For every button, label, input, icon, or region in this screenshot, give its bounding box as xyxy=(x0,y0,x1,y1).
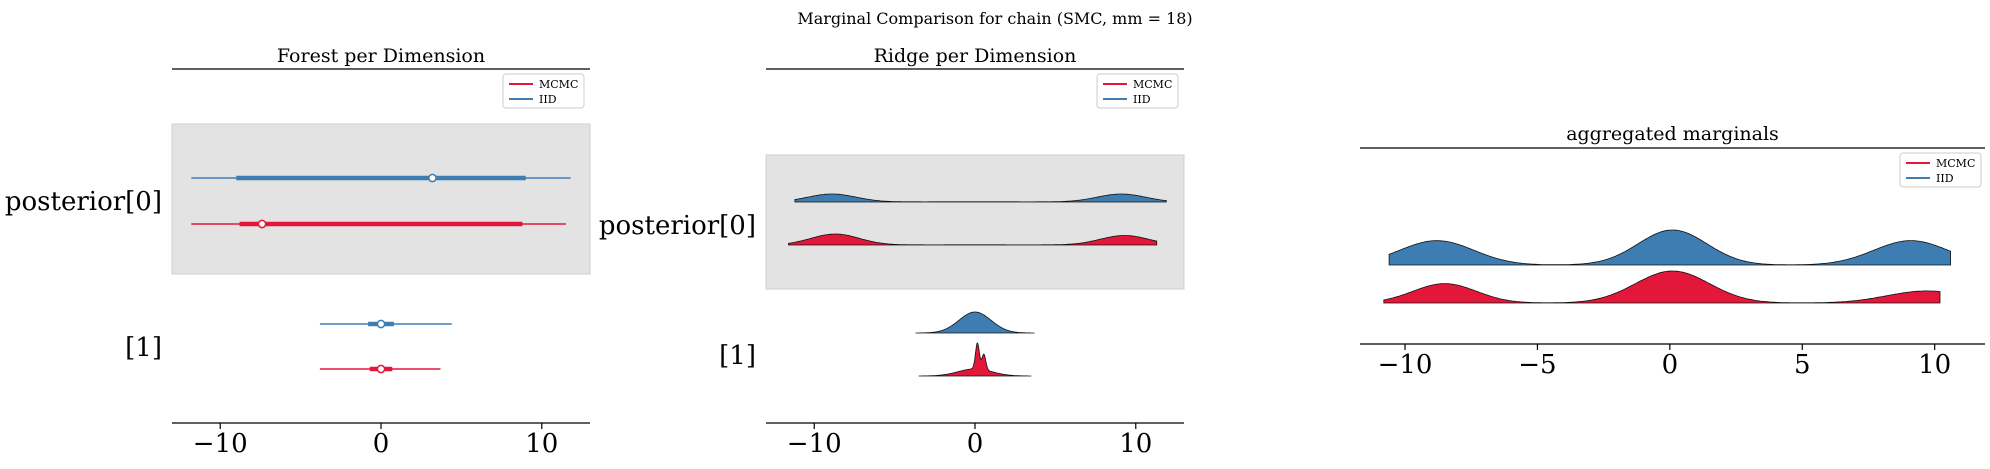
density-ridge xyxy=(918,342,1032,377)
row-label: posterior[0] xyxy=(599,211,756,241)
center-point xyxy=(376,364,386,374)
forest-panel: Forest per Dimension posterior[0] [1] −10 0 1… xyxy=(5,45,591,459)
row-shaded-band xyxy=(765,154,1185,290)
x-tick-label: −10 xyxy=(787,429,842,459)
legend-label: IID xyxy=(1133,93,1151,106)
panel-title: aggregated marginals xyxy=(1566,123,1779,145)
panel-title: Forest per Dimension xyxy=(277,45,485,67)
x-tick-label: 0 xyxy=(967,429,984,459)
x-tick-label: 10 xyxy=(525,429,558,459)
legend-label: MCMC xyxy=(539,78,578,91)
density-ridge xyxy=(1388,229,1951,266)
ridge-panel: Ridge per Dimension posterior[0] [1] −10 0 10… xyxy=(599,45,1185,459)
row-label: [1] xyxy=(719,341,756,371)
aggregated-panel: aggregated marginals −10 −5 0 5 10 MCMC IID xyxy=(1360,123,1985,380)
legend-label: MCMC xyxy=(1133,78,1172,91)
legend: MCMC IID xyxy=(1899,152,1982,188)
center-point xyxy=(428,173,437,183)
density-ridge xyxy=(794,193,1167,203)
density-ridge xyxy=(788,233,1158,246)
x-tick-label: −10 xyxy=(193,429,248,459)
x-tick-label: −5 xyxy=(1518,350,1556,380)
density-ridge xyxy=(1383,270,1941,304)
legend-label: MCMC xyxy=(1936,157,1975,170)
row-label: posterior[0] xyxy=(5,187,162,217)
density-ridge xyxy=(915,311,1035,334)
x-tick-label: 0 xyxy=(1662,350,1679,380)
center-point xyxy=(376,319,386,329)
legend-label: IID xyxy=(1936,172,1954,185)
x-tick-label: 10 xyxy=(1918,350,1951,380)
row-shaded-band xyxy=(171,123,591,275)
center-point xyxy=(257,219,267,229)
legend: MCMC IID xyxy=(502,73,585,109)
panel-title: Ridge per Dimension xyxy=(874,45,1077,67)
x-tick-label: −10 xyxy=(1378,350,1433,380)
legend-label: IID xyxy=(539,93,557,106)
row-label: [1] xyxy=(125,333,162,363)
x-tick-label: 10 xyxy=(1119,429,1152,459)
figure-title: Marginal Comparison for chain (SMC, mm =… xyxy=(797,9,1192,28)
x-tick-label: 5 xyxy=(1794,350,1811,380)
x-tick-label: 0 xyxy=(373,429,390,459)
legend: MCMC IID xyxy=(1096,73,1179,109)
